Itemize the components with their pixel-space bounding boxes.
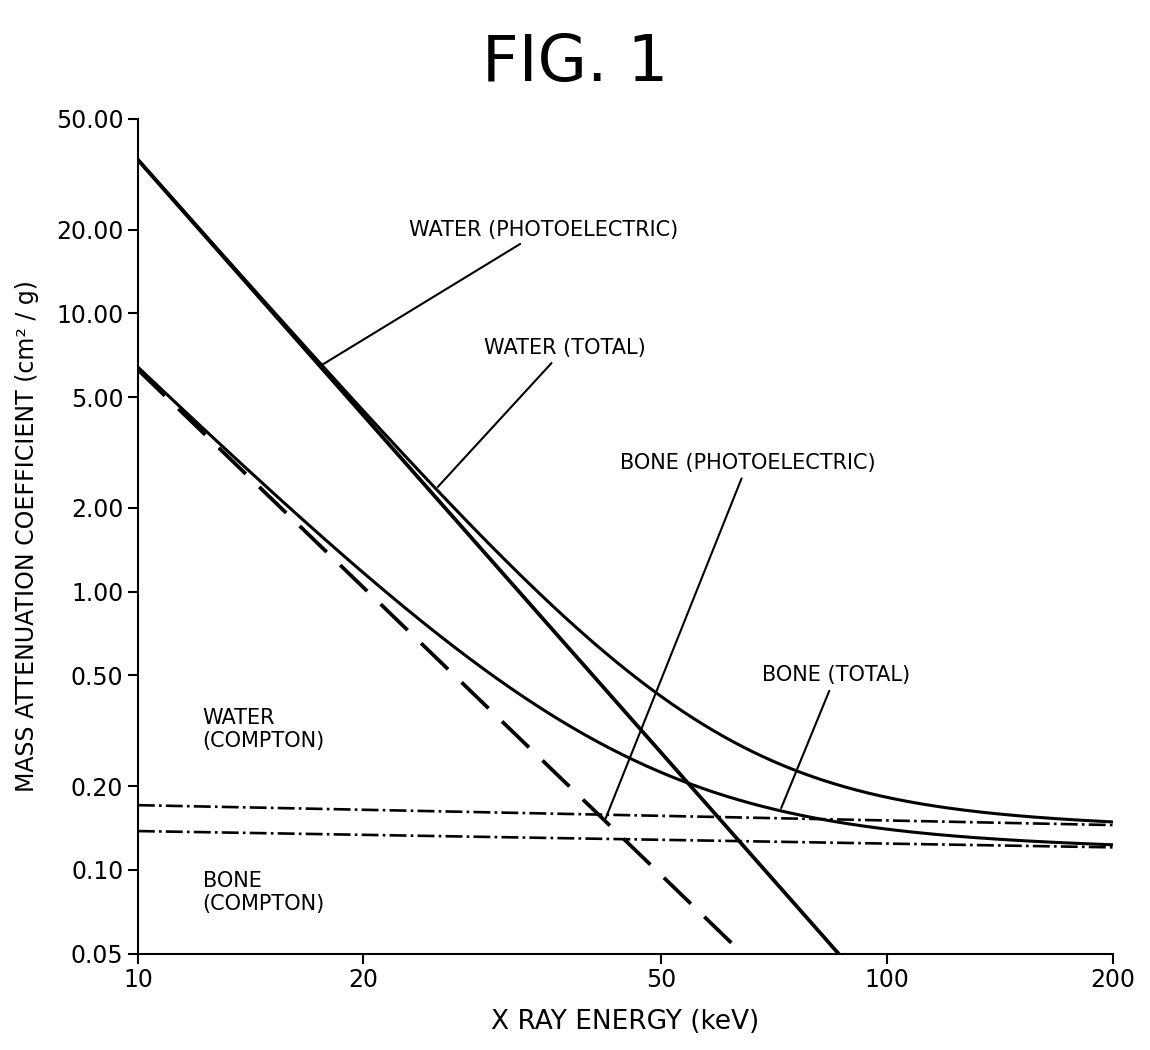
Text: BONE
(COMPTON): BONE (COMPTON) <box>202 870 324 915</box>
Text: BONE (PHOTOELECTRIC): BONE (PHOTOELECTRIC) <box>606 454 875 818</box>
Text: WATER
(COMPTON): WATER (COMPTON) <box>202 708 324 751</box>
Text: WATER (PHOTOELECTRIC): WATER (PHOTOELECTRIC) <box>322 219 678 364</box>
Text: BONE (TOTAL): BONE (TOTAL) <box>761 666 910 808</box>
X-axis label: X RAY ENERGY (keV): X RAY ENERGY (keV) <box>491 1009 759 1035</box>
Text: FIG. 1: FIG. 1 <box>482 32 668 93</box>
Y-axis label: MASS ATTENUATION COEFFICIENT (cm² / g): MASS ATTENUATION COEFFICIENT (cm² / g) <box>15 280 39 793</box>
Text: WATER (TOTAL): WATER (TOTAL) <box>438 338 646 487</box>
